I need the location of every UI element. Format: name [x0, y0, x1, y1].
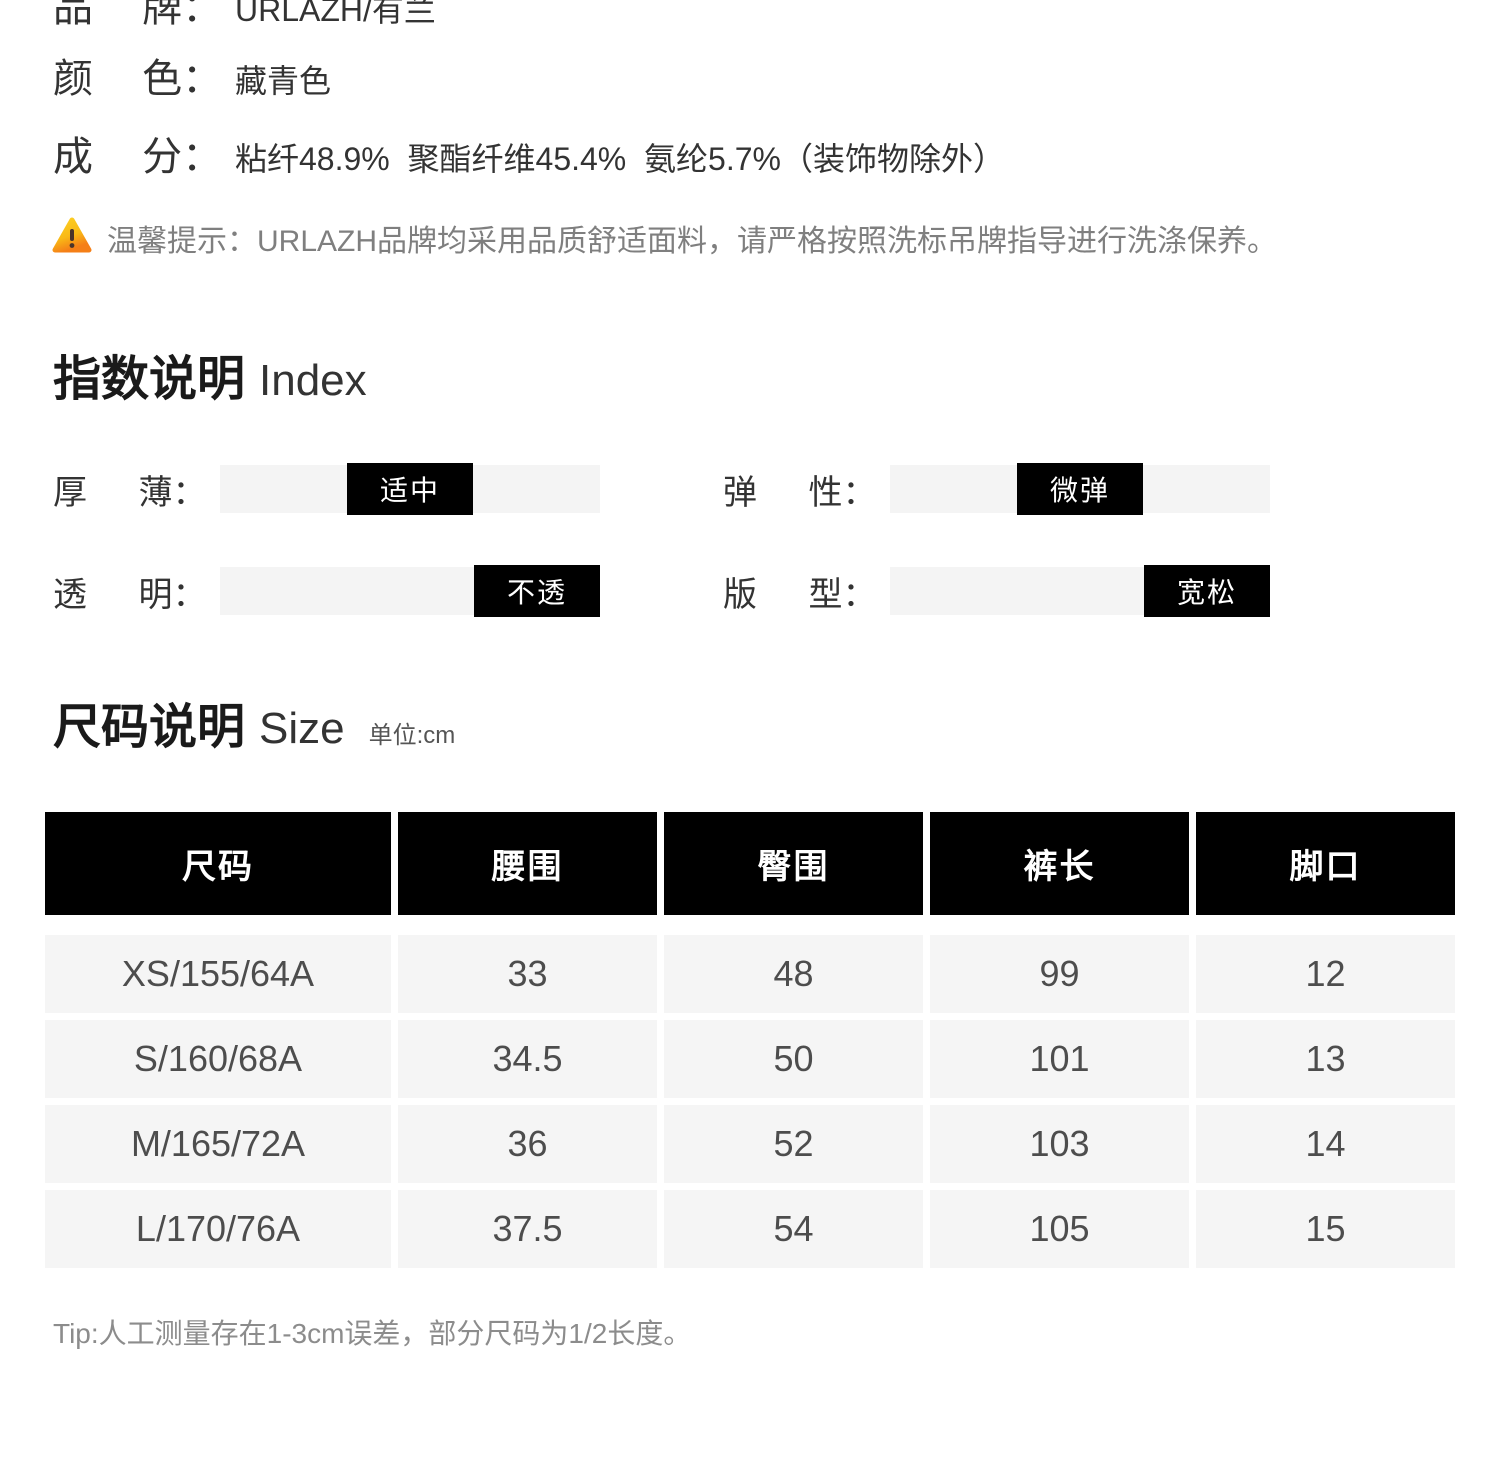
table-cell: XS/155/64A	[45, 935, 391, 1013]
index-title-en: Index	[259, 356, 367, 405]
composition-label: 成 分：	[53, 135, 223, 179]
slider-fit-label: 版 型：	[723, 575, 877, 614]
brand-row: 品 牌： URLAZH/有兰	[53, 0, 1500, 32]
index-title-zh: 指数说明	[53, 353, 246, 406]
size-section-title: 尺码说明 Size 单位:cm	[53, 700, 1500, 756]
table-cell: 37.5	[398, 1190, 657, 1268]
size-unit-note: 单位:cm	[368, 722, 456, 749]
size-table-header-cell: 裤长	[930, 812, 1189, 915]
table-cell: 52	[664, 1105, 923, 1183]
product-info-section: 品 牌： URLAZH/有兰 颜 色： 藏青色 成 分： 粘纤48.9% 聚酯纤…	[0, 0, 1500, 181]
slider-elasticity-badge: 微弹	[1017, 463, 1143, 515]
slider-thickness-badge: 适中	[347, 463, 473, 515]
slider-thickness-label: 厚 薄：	[53, 473, 207, 512]
composition-row: 成 分： 粘纤48.9% 聚酯纤维45.4% 氨纶5.7%（装饰物除外）	[53, 133, 1500, 181]
notice-text: 温馨提示：URLAZH品牌均采用品质舒适面料，请严格按照洗标吊牌指导进行洗涤保养…	[107, 225, 1278, 258]
size-table-header-cell: 腰围	[398, 812, 657, 915]
measurement-tip: Tip:人工测量存在1-3cm误差，部分尺码为1/2长度。	[53, 1318, 692, 1349]
table-cell: 14	[1196, 1105, 1455, 1183]
color-value: 藏青色	[235, 63, 332, 99]
size-table-header-cell: 脚口	[1196, 812, 1455, 915]
table-cell: 12	[1196, 935, 1455, 1013]
warning-triangle-icon	[52, 217, 92, 259]
composition-value: 粘纤48.9% 聚酯纤维45.4% 氨纶5.7%（装饰物除外）	[235, 141, 1005, 177]
index-sliders: 厚 薄： 适中 弹 性： 微弹 透 明： 不透 版 型： 宽松	[0, 463, 1500, 617]
slider-elasticity-track: 微弹	[890, 463, 1270, 515]
slider-fit-badge: 宽松	[1144, 565, 1270, 617]
table-cell: S/160/68A	[45, 1020, 391, 1098]
table-cell: 103	[930, 1105, 1189, 1183]
slider-transparency-label: 透 明：	[53, 575, 207, 614]
slider-elasticity: 弹 性： 微弹	[723, 463, 1393, 515]
table-cell: 36	[398, 1105, 657, 1183]
slider-fit: 版 型： 宽松	[723, 565, 1393, 617]
table-cell: 34.5	[398, 1020, 657, 1098]
brand-value: URLAZH/有兰	[235, 0, 436, 28]
table-cell: M/165/72A	[45, 1105, 391, 1183]
size-title-zh: 尺码说明	[53, 701, 246, 754]
size-table-header-cell: 尺码	[45, 812, 391, 915]
slider-transparency-badge: 不透	[474, 565, 600, 617]
color-label: 颜 色：	[53, 57, 223, 101]
size-table-header-cell: 臀围	[664, 812, 923, 915]
table-cell: 101	[930, 1020, 1189, 1098]
size-table-header: 尺码 腰围 臀围 裤长 脚口	[45, 812, 1455, 915]
table-cell: 15	[1196, 1190, 1455, 1268]
slider-transparency: 透 明： 不透	[53, 565, 723, 617]
table-cell: 48	[664, 935, 923, 1013]
table-cell: 99	[930, 935, 1189, 1013]
table-cell: 50	[664, 1020, 923, 1098]
slider-thickness-track: 适中	[220, 463, 600, 515]
color-row: 颜 色： 藏青色	[53, 55, 1500, 103]
index-section-title: 指数说明 Index	[53, 352, 1500, 408]
table-cell: 33	[398, 935, 657, 1013]
warm-notice: 温馨提示：URLAZH品牌均采用品质舒适面料，请严格按照洗标吊牌指导进行洗涤保养…	[0, 217, 1500, 259]
slider-thickness: 厚 薄： 适中	[53, 463, 723, 515]
slider-elasticity-label: 弹 性：	[723, 473, 877, 512]
table-cell: L/170/76A	[45, 1190, 391, 1268]
table-cell: 105	[930, 1190, 1189, 1268]
slider-transparency-track: 不透	[220, 565, 600, 617]
slider-fit-track: 宽松	[890, 565, 1270, 617]
table-cell: 13	[1196, 1020, 1455, 1098]
size-table-body: XS/155/64A 33 48 99 12 S/160/68A 34.5 50…	[45, 935, 1455, 1268]
table-cell: 54	[664, 1190, 923, 1268]
size-title-en: Size	[259, 704, 345, 753]
brand-label: 品 牌：	[53, 0, 223, 30]
